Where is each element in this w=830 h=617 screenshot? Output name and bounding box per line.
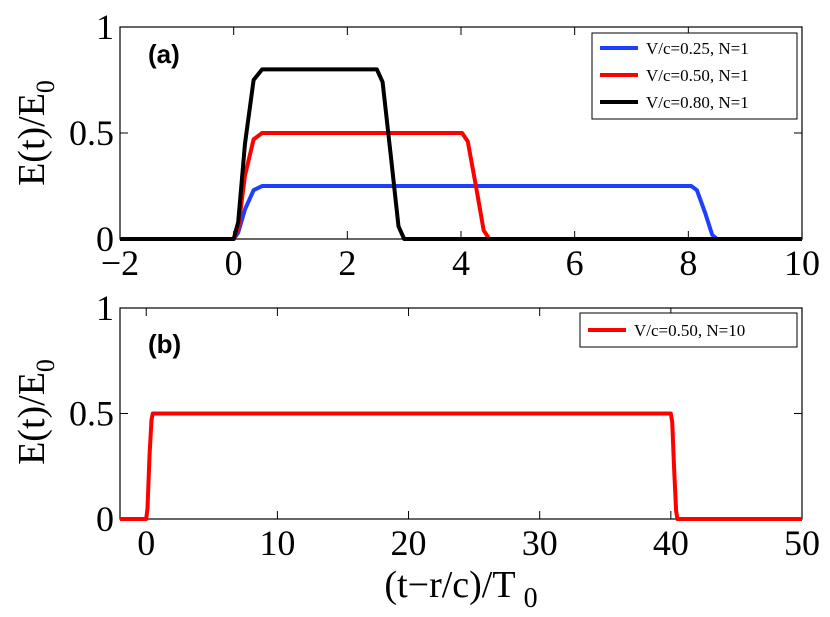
panel-a-ytick-label: 1 — [96, 7, 114, 47]
panel-b-series-line-0 — [120, 411, 802, 521]
panel-a-xtick-label: 10 — [784, 243, 820, 283]
panel-a-xtick-label: 8 — [679, 243, 697, 283]
panel-b-legend: V/c=0.50, N=10 — [579, 312, 798, 348]
legend-label-050: V/c=0.50, N=1 — [646, 66, 749, 85]
panel-a-legend: V/c=0.25, N=1 V/c=0.50, N=1 V/c=0.80, N=… — [591, 32, 798, 120]
legend-label-050-n10: V/c=0.50, N=10 — [634, 321, 745, 340]
panel-b-ytick-label: 1 — [96, 288, 114, 328]
panel-a-ylabel: E(t)/E0 — [11, 80, 60, 186]
legend-label-025: V/c=0.25, N=1 — [646, 39, 749, 58]
panel-b-ylabel: E(t)/E0 — [11, 359, 60, 465]
panel-a-label: (a) — [148, 39, 180, 69]
panel-a-xtick-label: 0 — [225, 243, 243, 283]
x-axis-label: (t−r/c)/T 0 — [384, 564, 537, 614]
panel-a-xtick-label: 4 — [452, 243, 470, 283]
panel-a-xtick-label: −2 — [101, 243, 139, 283]
panel-b-xtick-label: 10 — [259, 523, 295, 563]
panel-a-series-line-2 — [120, 67, 802, 241]
panel-b-label: (b) — [148, 329, 181, 359]
legend-label-080: V/c=0.80, N=1 — [646, 93, 749, 112]
panel-b-xtick-label: 40 — [653, 523, 689, 563]
panel-a-xtick-label: 2 — [338, 243, 356, 283]
panel-a-series — [120, 67, 802, 241]
panel-b-ytick-label: 0.5 — [69, 394, 114, 434]
panel-a-xtick-label: 6 — [566, 243, 584, 283]
panel-b-xtick-label: 50 — [784, 523, 820, 563]
panel-b-ytick-label: 0 — [96, 499, 114, 539]
panel-b-xtick-label: 0 — [137, 523, 155, 563]
panel-b: 0 10 20 30 40 50 0 0.5 1 (b) V/c=0.50, N=10 E(t)… — [11, 288, 820, 614]
panel-b-series — [120, 411, 802, 521]
panel-b-xtick-label: 30 — [522, 523, 558, 563]
panel-b-ticks: 0 10 20 30 40 50 0 0.5 1 — [69, 288, 820, 563]
panel-b-xtick-label: 20 — [391, 523, 427, 563]
panel-a-ytick-label: 0.5 — [69, 113, 114, 153]
panel-a-ytick-label: 0 — [96, 219, 114, 259]
